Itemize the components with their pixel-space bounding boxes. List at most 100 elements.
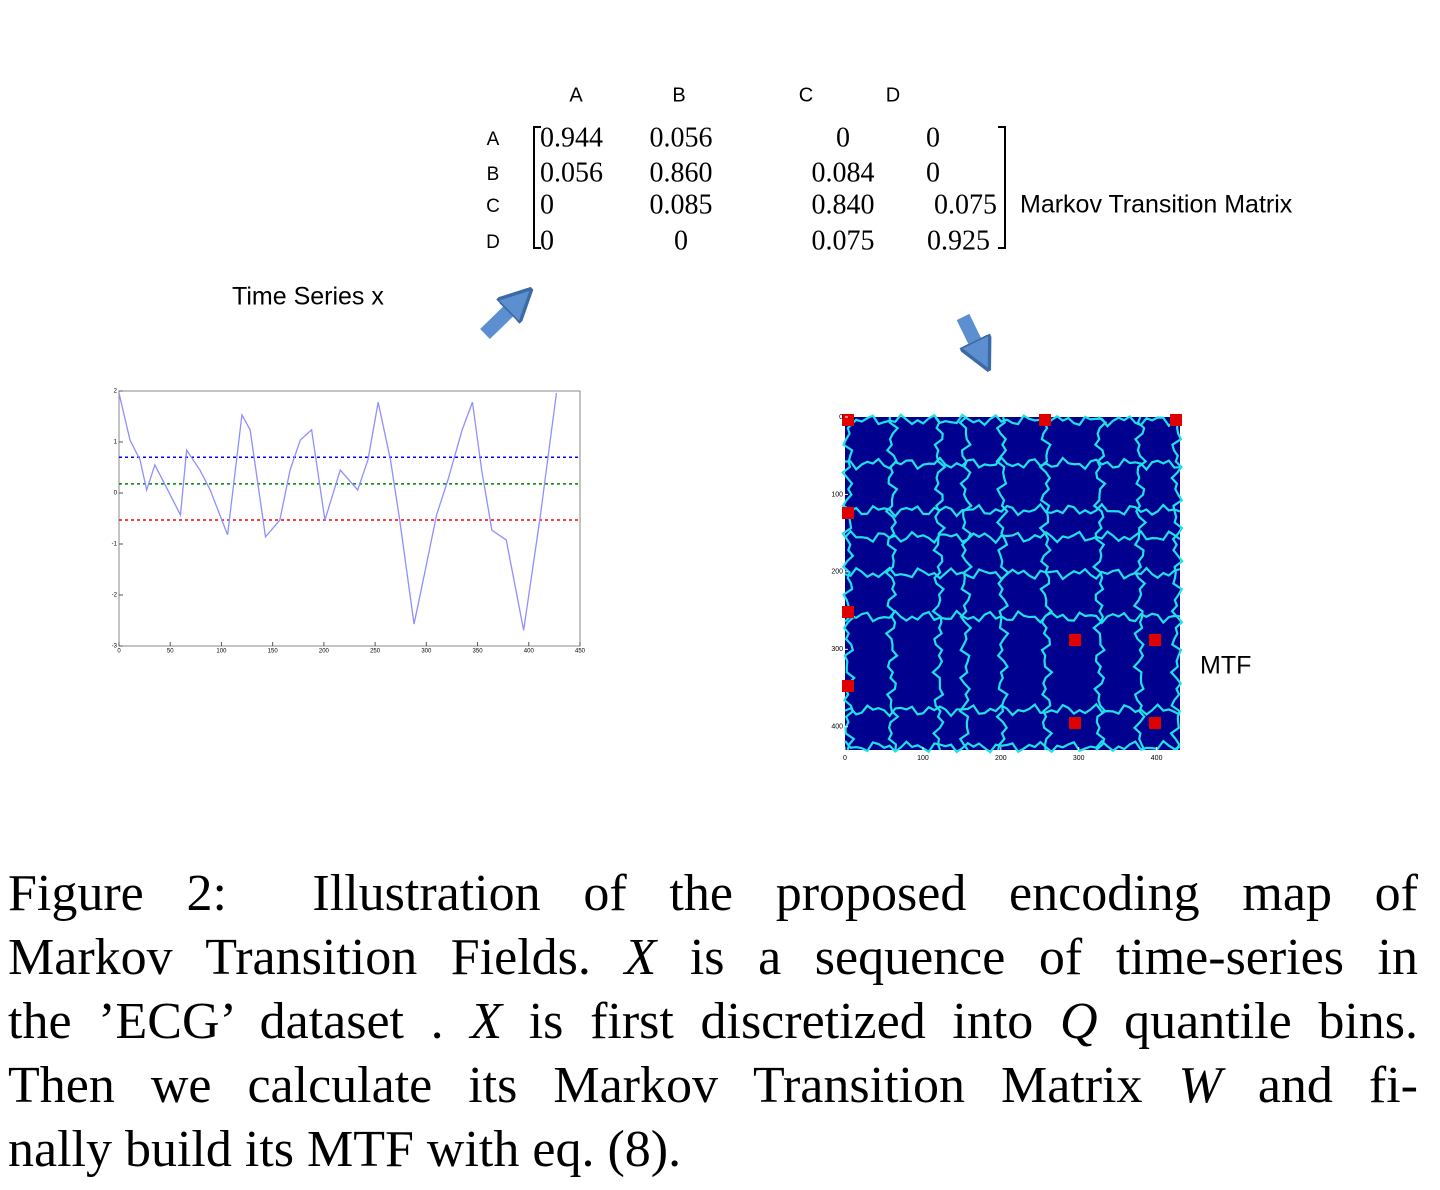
caption-text: Markov Transition Fields.	[8, 929, 625, 986]
x-tick-label: 400	[1151, 755, 1163, 762]
matrix-bracket	[533, 126, 1006, 249]
column-label: B	[672, 84, 685, 106]
pattern-line	[958, 416, 973, 751]
matrix-label: Markov Transition Matrix	[1020, 191, 1293, 219]
x-tick-label: 50	[167, 649, 174, 655]
chart-title: MTF	[1200, 652, 1251, 680]
y-tick-label: 100	[831, 491, 843, 498]
x-tick-label: 250	[370, 649, 381, 655]
matrix-cell: 0.925	[927, 225, 990, 256]
y-tick-label: -1	[112, 542, 118, 548]
caption-text: W	[1178, 1057, 1222, 1114]
heatmap-background	[845, 417, 1180, 750]
y-tick-label: 400	[831, 724, 843, 731]
pattern-line	[1132, 416, 1148, 751]
pattern-line	[1169, 416, 1184, 751]
y-tick-label: 200	[831, 569, 843, 576]
pattern-spot	[842, 680, 854, 692]
x-tick-label: 100	[917, 755, 929, 762]
pattern-line	[841, 416, 856, 751]
pattern-line	[1038, 416, 1054, 751]
pattern-line	[844, 502, 1181, 518]
caption: Figure 2: Illustration of the proposed e…	[8, 862, 1418, 1182]
x-tick-label: 100	[216, 649, 227, 655]
caption-line: Then we calculate its Markov Transition …	[8, 1054, 1418, 1118]
caption-text: Then we calculate its Markov Transition …	[8, 1057, 1179, 1114]
pattern-spot	[1069, 634, 1081, 646]
caption-line: nally build its MTF with eq. (8).	[8, 1118, 1418, 1182]
matrix-cell: 0.840	[812, 189, 875, 220]
chart-title: Time Series x	[232, 283, 384, 311]
column-label: D	[886, 84, 900, 106]
y-tick-label: 1	[114, 440, 118, 446]
pattern-line	[931, 416, 947, 751]
matrix-cell: 0.075	[934, 189, 997, 220]
caption-line: the ’ECG’ dataset . X is first discretiz…	[8, 990, 1418, 1054]
caption-text: quantile bins.	[1097, 993, 1419, 1050]
x-tick-label: 300	[1073, 755, 1085, 762]
pattern-line	[844, 455, 1181, 472]
matrix-cell: 0.085	[650, 189, 713, 220]
y-tick-label: 2	[114, 389, 118, 395]
pattern-spot	[842, 414, 854, 426]
caption-text: and fi-	[1221, 1057, 1418, 1114]
caption-line: Figure 2: Illustration of the proposed e…	[8, 862, 1418, 926]
pattern-line	[1091, 416, 1108, 751]
caption-text: X	[470, 993, 503, 1050]
row-label: D	[486, 232, 500, 253]
caption-text: Figure 2: Illustration of the proposed e…	[8, 865, 1418, 922]
x-tick-label: 150	[268, 649, 279, 655]
pattern-line	[844, 566, 1181, 581]
arrow	[956, 313, 982, 356]
pattern-line	[844, 529, 1181, 545]
caption-text: nally build its MTF with eq. (8).	[8, 1121, 682, 1178]
heatmap-pattern	[841, 413, 1184, 754]
caption-line: Markov Transition Fields. X is a sequenc…	[8, 926, 1418, 990]
matrix-cell: 0	[926, 157, 940, 188]
matrix-cell: 0.944	[540, 122, 603, 153]
pattern-line	[884, 416, 900, 751]
series-line	[118, 392, 558, 631]
pattern-spot	[1039, 414, 1051, 426]
x-tick-label: 200	[319, 649, 330, 655]
pattern-line	[995, 416, 1010, 751]
x-tick-label: 350	[473, 649, 484, 655]
y-tick-label: 0	[114, 491, 118, 497]
matrix-cell: 0	[836, 122, 850, 153]
pattern-spot	[1069, 717, 1081, 729]
pattern-line	[844, 702, 1181, 718]
caption-text: is first discretized into	[502, 993, 1060, 1050]
figure: Markov Transition Matrix Time Series x M…	[112, 84, 1293, 762]
y-tick-label: -2	[112, 593, 118, 599]
plot-frame	[118, 390, 581, 647]
pattern-spot	[1170, 414, 1182, 426]
column-label: C	[799, 84, 813, 106]
matrix-cell: 0	[540, 189, 554, 220]
matrix-cell: 0.056	[540, 157, 603, 188]
y-tick-label: -3	[112, 644, 118, 650]
matrix-cell: 0	[926, 122, 940, 153]
column-label: A	[569, 84, 583, 106]
row-label: C	[486, 196, 500, 217]
matrix-cell: 0.084	[812, 157, 875, 188]
pattern-line	[844, 609, 1181, 625]
pattern-spot	[1149, 717, 1161, 729]
caption-text: X	[624, 929, 657, 986]
x-tick-label: 0	[117, 649, 121, 655]
row-label: A	[487, 129, 500, 150]
x-tick-label: 200	[995, 755, 1007, 762]
x-tick-label: 450	[575, 649, 586, 655]
matrix-cell: 0.860	[650, 157, 713, 188]
pattern-line	[844, 739, 1181, 754]
row-label: B	[487, 164, 500, 185]
matrix-cell: 0.075	[812, 225, 875, 256]
x-tick-label: 0	[843, 755, 847, 762]
pattern-spot	[842, 606, 854, 618]
pattern-spot	[842, 507, 854, 519]
matrix-cell: 0	[540, 225, 554, 256]
y-tick-label: 0	[839, 414, 843, 421]
arrow	[480, 300, 520, 340]
y-tick-label: 300	[831, 646, 843, 653]
caption-text: Q	[1059, 993, 1098, 1050]
